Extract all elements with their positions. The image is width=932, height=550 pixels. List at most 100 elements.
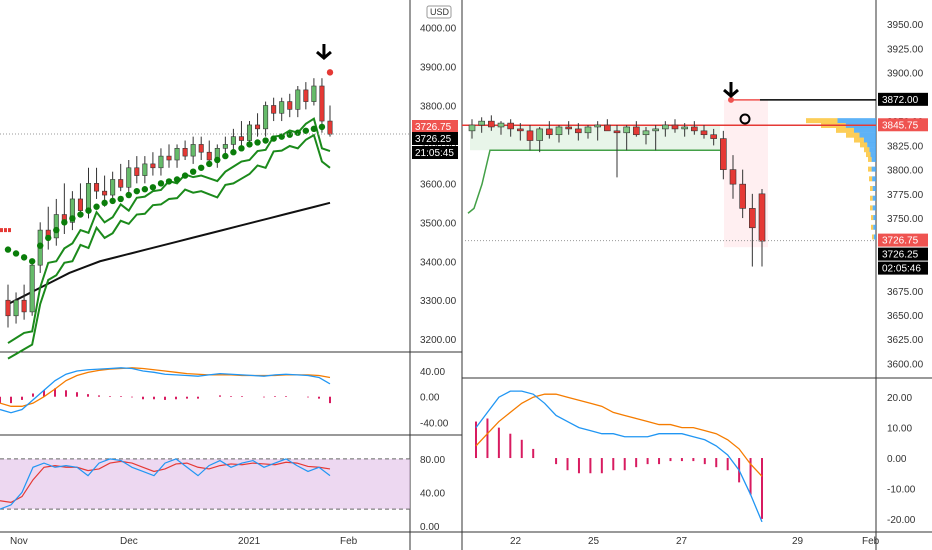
candle-body xyxy=(584,126,592,134)
psar-dot xyxy=(93,203,100,210)
psar-dot xyxy=(262,137,269,144)
y-tick-label: 3900.00 xyxy=(420,63,457,74)
y-tick-label: 40.00 xyxy=(420,367,445,378)
left-stochastic-pane[interactable] xyxy=(0,458,410,510)
candle-body xyxy=(633,126,640,136)
psar-dot xyxy=(206,160,213,168)
volume-profile-bar xyxy=(846,132,860,138)
left-macd-pane[interactable] xyxy=(0,367,331,414)
candle-body xyxy=(77,198,83,211)
right-price-pane[interactable] xyxy=(462,82,876,267)
volume-profile-bar xyxy=(872,186,876,191)
candle-body xyxy=(230,136,236,145)
psar-dot xyxy=(294,129,301,136)
y-tick-label: 3625.00 xyxy=(887,335,924,346)
psar-dot xyxy=(85,207,92,214)
candle-body xyxy=(182,148,188,157)
psar-dot xyxy=(133,187,140,195)
psar-dot xyxy=(278,133,285,140)
x-tick-label: Nov xyxy=(10,536,28,547)
stoch-d-line xyxy=(0,460,331,504)
candle-body xyxy=(758,193,766,242)
y-tick-label: 3775.00 xyxy=(887,190,924,201)
price-tag-text: 02:05:46 xyxy=(882,264,921,275)
volume-profile-bar xyxy=(867,142,876,148)
candle-body xyxy=(279,101,285,114)
price-tag-text: 3726.25 xyxy=(415,134,452,145)
psar-early-red xyxy=(8,228,11,233)
psar-early-red xyxy=(0,228,3,233)
candle-body xyxy=(102,190,108,196)
right-macd-pane[interactable] xyxy=(475,390,763,523)
candle-body xyxy=(671,124,679,130)
candle-body xyxy=(720,138,727,170)
candle-body xyxy=(222,144,228,149)
psar-dot xyxy=(302,127,310,134)
psar-dot xyxy=(254,139,261,146)
y-tick-label: 0.00 xyxy=(420,522,440,533)
alarm-clock-icon xyxy=(739,113,751,125)
moving-average-line xyxy=(7,201,331,305)
x-tick-label: 27 xyxy=(676,536,688,547)
psar-dot xyxy=(61,219,68,226)
price-tag-text: 3726.75 xyxy=(882,236,919,247)
candle-body xyxy=(517,128,524,132)
volume-profile-bar xyxy=(854,127,876,133)
volume-profile-bar xyxy=(864,147,870,153)
candle-body xyxy=(613,130,621,134)
volume-profile-bar xyxy=(872,205,876,211)
psar-dot xyxy=(246,141,253,148)
price-tag-bg xyxy=(878,118,928,132)
candle-body xyxy=(488,120,495,128)
psar-dot xyxy=(270,135,277,142)
candle-body xyxy=(497,122,505,128)
candle-body xyxy=(238,136,244,141)
candle-body xyxy=(749,208,756,229)
volume-profile-bar xyxy=(859,132,876,138)
volume-profile-bar xyxy=(872,234,874,240)
left-price-pane[interactable] xyxy=(0,44,410,360)
psar-dot xyxy=(157,180,165,187)
volume-profile-bar xyxy=(854,137,864,143)
y-tick-label: 3650.00 xyxy=(887,311,924,322)
y-tick-label: 3400.00 xyxy=(420,257,457,268)
candle-body xyxy=(85,183,92,211)
volume-profile-bar xyxy=(870,205,873,211)
stoch-k-line xyxy=(0,458,331,510)
candle-body xyxy=(166,155,172,161)
volume-profile-bar xyxy=(863,137,876,143)
candle-body xyxy=(206,151,212,161)
candle-body xyxy=(263,105,269,130)
volume-profile-bar xyxy=(869,176,873,182)
y-tick-label: 3925.00 xyxy=(887,44,924,55)
psar-dot xyxy=(198,164,205,171)
price-tag-bg xyxy=(878,261,928,275)
psar-dot xyxy=(109,197,116,205)
candle-body xyxy=(53,214,59,239)
candle-body xyxy=(150,163,156,169)
alert-dot xyxy=(728,96,734,103)
candle-body xyxy=(739,183,746,209)
candle-body xyxy=(691,126,698,132)
psar-dot xyxy=(20,254,28,261)
y-tick-label: 3500.00 xyxy=(420,218,457,229)
macd-line xyxy=(475,390,763,523)
psar-dot xyxy=(238,145,245,152)
psar-dot xyxy=(222,152,229,160)
candle-body xyxy=(13,299,19,317)
y-tick-label: 40.00 xyxy=(420,488,445,499)
psar-dot xyxy=(310,125,318,133)
macd-line xyxy=(0,367,331,414)
psar-dot xyxy=(125,191,132,199)
y-tick-label: -20.00 xyxy=(887,515,916,526)
price-tag-text: 3726.75 xyxy=(415,122,452,133)
y-tick-label: 4000.00 xyxy=(420,24,457,35)
candle-body xyxy=(652,128,659,132)
psar-dot xyxy=(117,195,124,203)
candle-body xyxy=(94,183,100,192)
candle-body xyxy=(594,124,601,128)
volume-profile-bar xyxy=(866,152,871,158)
candle-body xyxy=(134,167,140,176)
psar-dot xyxy=(286,131,293,138)
